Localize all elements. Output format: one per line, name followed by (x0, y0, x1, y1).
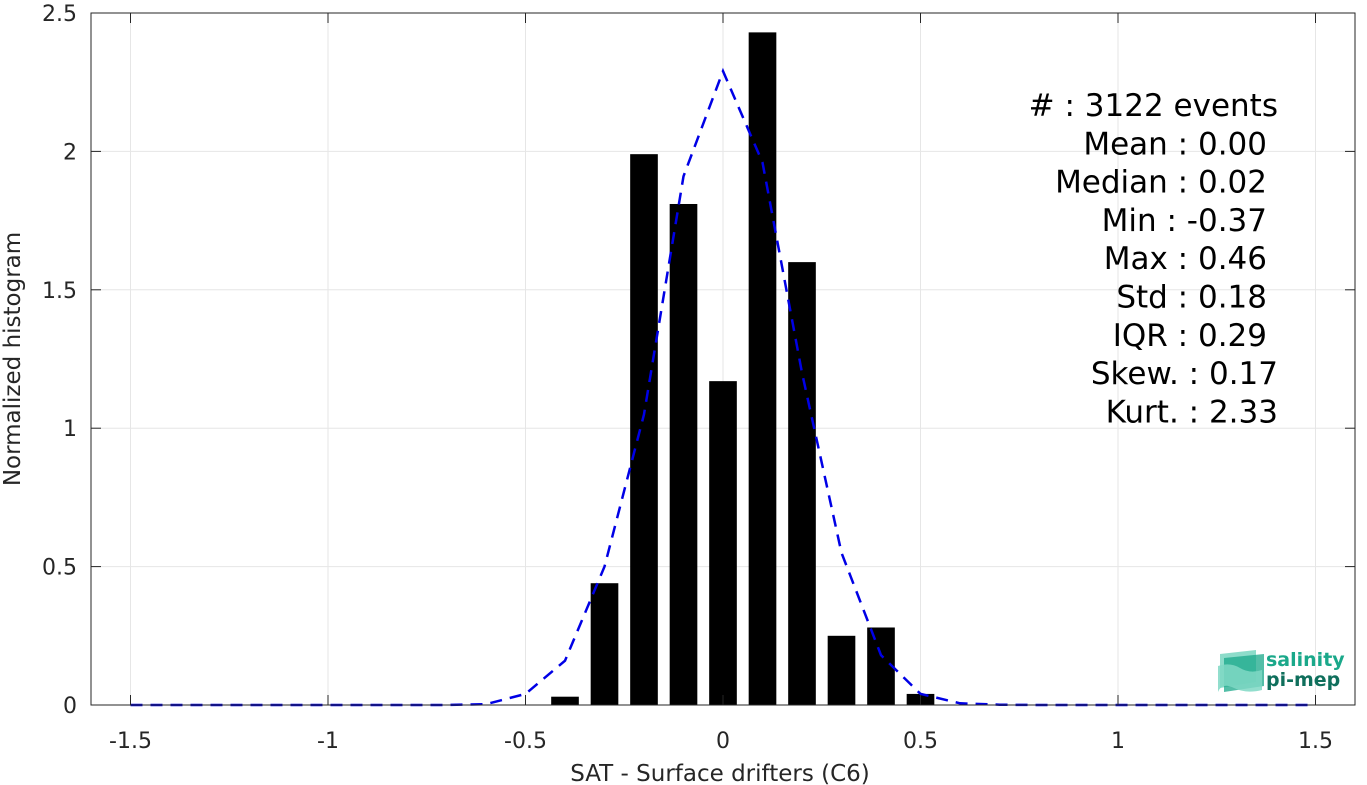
histogram-bar (748, 32, 777, 706)
axes-frame (90, 12, 1356, 706)
salinity-pi-mep-logo: salinity pi-mep (1218, 649, 1345, 692)
x-tick-label: 1.5 (1298, 729, 1333, 754)
y-tick-label: 1 (63, 417, 77, 442)
x-tick-label: -1 (317, 729, 339, 754)
histogram-bar (788, 262, 816, 705)
y-tick-label: 1.5 (42, 279, 77, 304)
x-tick-label: 1 (1111, 729, 1125, 754)
logo-line-salinity: salinity (1266, 649, 1345, 671)
histogram-bar (669, 203, 698, 705)
stat-line: Min : -0.37 (1102, 203, 1267, 239)
x-tick-label: -1.5 (109, 729, 152, 754)
stat-line: # : 3122 events (1029, 88, 1278, 124)
y-tick-label: 0.5 (42, 556, 77, 581)
stat-line: Median : 0.02 (1055, 165, 1267, 201)
histogram-bar (630, 154, 658, 706)
stat-line: Std : 0.18 (1116, 280, 1267, 316)
x-tick-labels: -1.5 -1 -0.5 0 0.5 1 1.5 (109, 729, 1333, 754)
logo-wave-front (1218, 664, 1262, 692)
y-tick-label: 2.5 (42, 2, 77, 27)
stat-line: Skew. : 0.17 (1091, 356, 1278, 392)
histogram-bars (551, 32, 935, 706)
stat-line: Kurt. : 2.33 (1106, 394, 1278, 430)
logo-line-pimep: pi-mep (1266, 669, 1340, 691)
x-axis-label: SAT - Surface drifters (C6) (570, 761, 870, 785)
stat-line: Max : 0.46 (1104, 241, 1267, 277)
y-axis-label: Normalized histogram (0, 232, 26, 486)
stat-line: Mean : 0.00 (1083, 126, 1267, 162)
y-tick-labels: 0 0.5 1 1.5 2 2.5 (42, 2, 77, 719)
x-tick-label: 0 (716, 729, 730, 754)
histogram-bar (551, 696, 579, 705)
histogram-bar (827, 635, 856, 705)
x-tick-label: 0.5 (903, 729, 938, 754)
y-tick-label: 0 (63, 694, 77, 719)
histogram-bar (867, 627, 895, 705)
y-tick-label: 2 (63, 140, 77, 165)
x-tick-label: -0.5 (504, 729, 547, 754)
histogram-bar (709, 381, 737, 705)
stat-line: IQR : 0.29 (1113, 318, 1267, 354)
histogram-bar (590, 583, 619, 705)
